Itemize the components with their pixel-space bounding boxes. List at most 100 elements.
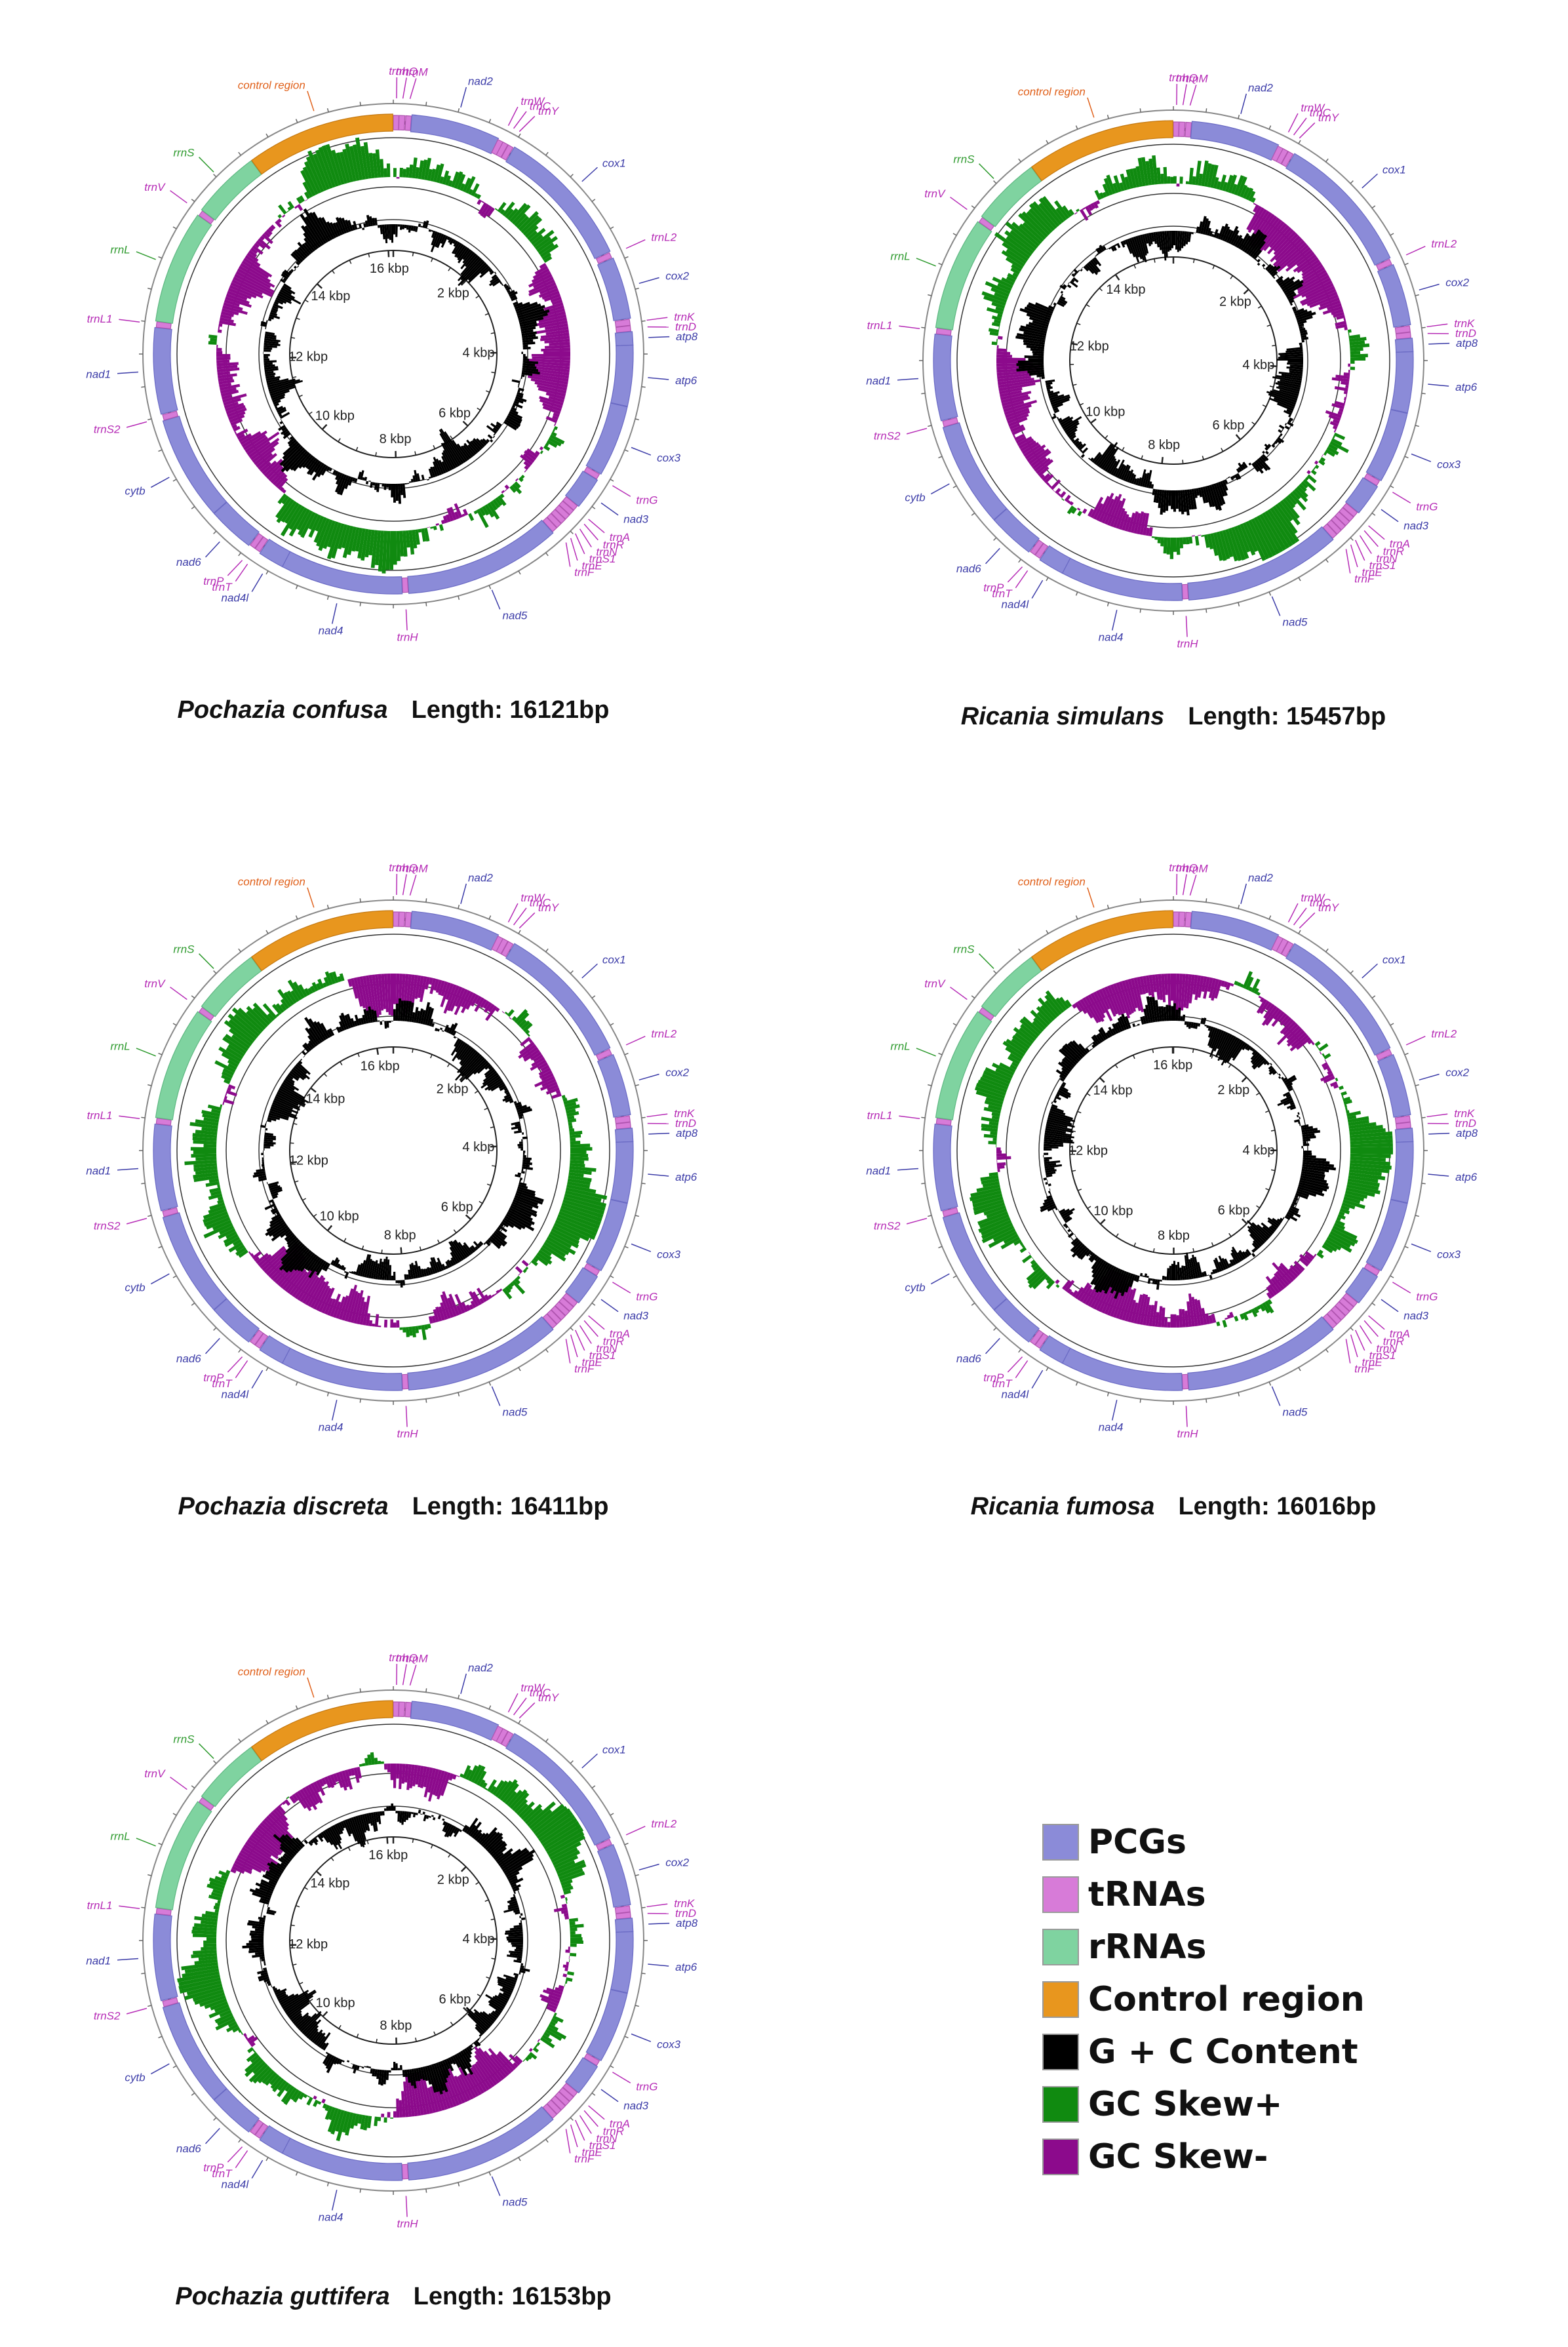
gene-leader-line: [647, 1904, 668, 1906]
gc-content-bar: [479, 2037, 481, 2039]
gene-label: nad1: [86, 1954, 111, 1967]
gc-content-bar: [1147, 1276, 1149, 1278]
gene-label: trnF: [574, 2152, 595, 2165]
gc-content-bar: [518, 385, 519, 388]
scale-tick: [519, 930, 520, 934]
scale-tick: [173, 1813, 176, 1815]
gene-label: cox2: [665, 1067, 689, 1079]
kbp-tick: [1213, 266, 1214, 269]
gc-content-bar: [398, 224, 401, 227]
gene-leader-line: [1112, 610, 1117, 630]
gc-skew-bar: [1192, 536, 1195, 537]
gc-skew-bar: [570, 1927, 577, 1931]
gc-content-bar: [391, 2068, 393, 2070]
gc-skew-bar: [996, 339, 998, 342]
gc-content-bar: [1265, 451, 1269, 455]
scale-tick: [1108, 1392, 1109, 1396]
scale-tick: [994, 971, 996, 974]
gene-leader-line: [648, 378, 669, 380]
kbp-tick: [324, 1073, 326, 1076]
gc-content-bar: [290, 434, 292, 437]
gc-content-bar: [1160, 1280, 1162, 1282]
gene-leader-line: [582, 964, 598, 978]
gc-content-bar: [395, 1280, 398, 1283]
gc-content-bar: [519, 1922, 522, 1925]
gene-leader-line: [580, 529, 592, 547]
gene-label: control region: [238, 79, 305, 91]
gene-label: trnF: [1354, 1362, 1375, 1375]
gc-content-bar: [1132, 1023, 1135, 1027]
gene-leader-line: [252, 2160, 262, 2179]
scale-tick: [1326, 559, 1329, 562]
gc-content-bar: [380, 1811, 382, 1816]
kbp-tick: [434, 2032, 435, 2035]
gene-label: atp6: [1455, 1171, 1478, 1183]
kbp-label: 6 kbp: [439, 1992, 471, 2007]
gene-leader-line: [1411, 454, 1431, 462]
scale-tick: [1326, 1349, 1329, 1352]
kbp-label: 14 kbp: [310, 1876, 349, 1891]
gc-skew-bar: [1170, 974, 1173, 1000]
gc-content-bar: [349, 1271, 351, 1273]
kbp-label: 2 kbp: [1217, 1083, 1249, 1097]
scale-tick: [635, 1085, 639, 1086]
gc-skew-bar: [387, 2112, 391, 2118]
gene-label: trnL1: [87, 313, 113, 325]
gc-content-bar: [522, 1169, 524, 1172]
kbp-tick: [1105, 435, 1108, 439]
gc-content-bar: [265, 1128, 267, 1131]
gene-leader-line: [1241, 884, 1246, 904]
gene-rrnl: [935, 222, 991, 330]
gc-content-bar: [1089, 1049, 1092, 1051]
gc-content-bar: [519, 1119, 520, 1122]
gc-content-bar: [351, 2063, 353, 2064]
gene-nad4: [283, 2138, 402, 2180]
scale-tick: [1299, 1368, 1301, 1371]
gene-leader-line: [931, 484, 949, 494]
gene-label: nad4l: [1002, 598, 1030, 610]
gene-leader-line: [626, 1826, 645, 1835]
gc-content-bar: [1180, 1017, 1183, 1021]
gc-content-bar: [1080, 269, 1083, 271]
gene-leader-line: [127, 422, 147, 427]
scale-tick: [939, 1246, 943, 1248]
gene-label: cytb: [905, 491, 925, 503]
gene-label: atp6: [675, 374, 697, 387]
gc-skew-bar: [436, 523, 439, 526]
gene-leader-line: [1419, 1074, 1440, 1080]
gene-leader-line: [899, 1116, 920, 1118]
gene-leader-line: [508, 1693, 517, 1712]
gc-skew-bar: [362, 1763, 365, 1766]
legend-swatch: [1042, 2086, 1079, 2123]
scale-tick: [173, 2066, 176, 2068]
kbp-tick: [344, 1238, 346, 1242]
gc-skew-bar: [1053, 490, 1055, 492]
gene-leader-line: [584, 2110, 598, 2126]
gc-content-bar: [523, 359, 530, 361]
scale-tick: [239, 152, 241, 155]
gc-skew-bar: [439, 524, 444, 531]
gc-content-bar: [265, 1121, 267, 1124]
gc-skew-bar: [1179, 538, 1183, 549]
gene-leader-line: [986, 548, 1000, 563]
gc-skew-bar: [502, 1011, 505, 1014]
gc-content-bar: [427, 228, 429, 229]
legend-item-gc-content: G + C Content: [1042, 2026, 1365, 2078]
scale-tick: [1238, 115, 1240, 119]
gc-content-bar: [1301, 1146, 1303, 1148]
gene-leader-line: [1190, 875, 1196, 895]
gene-leader-line: [1356, 540, 1365, 561]
gene-label: nad4l: [1002, 1388, 1030, 1400]
gene-leader-line: [1272, 597, 1280, 616]
gc-skew-bar: [570, 1138, 576, 1141]
gc-content-bar: [271, 1985, 272, 1988]
scale-tick: [239, 1349, 241, 1352]
scale-tick: [296, 1382, 298, 1386]
scale-tick: [921, 1183, 925, 1184]
gene-leader-line: [1112, 1400, 1117, 1420]
gc-content-bar: [522, 1137, 528, 1139]
gc-content-bar: [493, 436, 495, 439]
scale-tick: [635, 1215, 639, 1217]
gc-skew-bar: [1061, 498, 1065, 501]
gene-leader-line: [1356, 1330, 1365, 1351]
